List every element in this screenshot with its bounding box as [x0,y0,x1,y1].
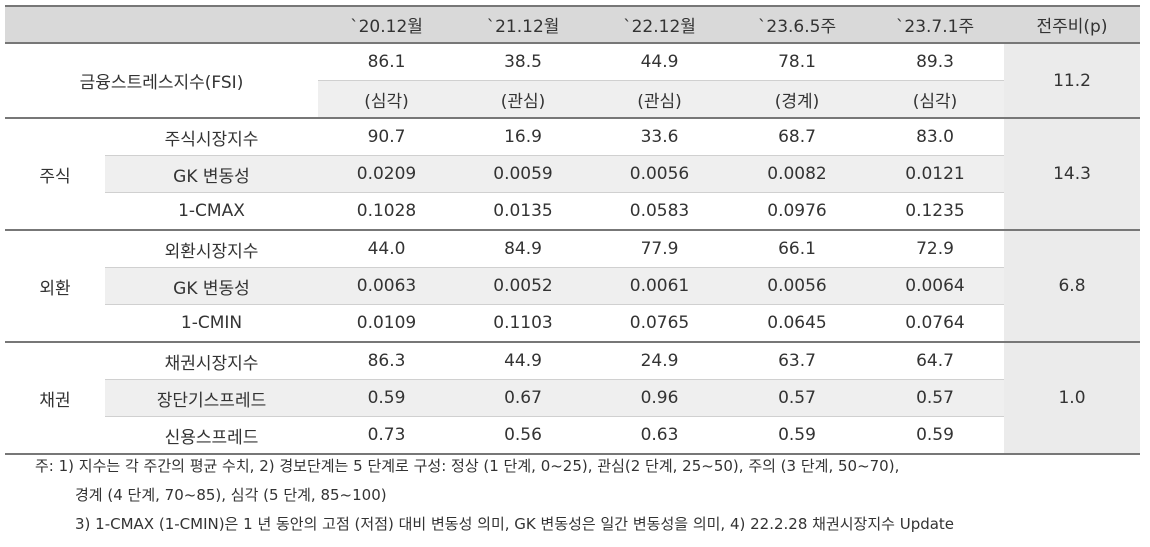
fsi-level: (관심) [455,80,591,118]
row-value: 83.0 [866,117,1004,156]
row-label: 채권시장지수 [105,341,318,380]
fsi-value: 38.5 [455,42,591,81]
header-cell: `22.12월 [591,5,728,44]
data-row: 1-CMIN 0.0109 0.1103 0.0765 0.0645 0.0764 [5,304,1140,342]
fsi-value: 89.3 [866,42,1004,81]
row-label: 외환시장지수 [105,229,318,268]
row-value: 0.1028 [318,192,455,230]
row-value: 0.0765 [591,304,728,342]
row-value: 66.1 [728,229,866,268]
fsi-label: 금융스트레스지수(FSI) [5,42,318,118]
header-cell: `21.12월 [455,5,591,44]
data-row: GK 변동성 0.0063 0.0052 0.0061 0.0056 0.0064 [5,267,1140,305]
row-value: 0.0764 [866,304,1004,342]
row-value: 0.63 [591,416,728,455]
note-line: 3) 1-CMAX (1-CMIN)은 1 년 동안의 고점 (저점) 대비 변… [75,515,955,533]
header-row: `20.12월 `21.12월 `22.12월 `23.6.5주 `23.7.1주 전주비… [5,5,1140,44]
header-cell: `23.7.1주 [866,5,1004,44]
fsi-value: 78.1 [728,42,866,81]
table-wrap: `20.12월 `21.12월 `22.12월 `23.6.5주 `23.7.1주 전주비… [5,5,1140,455]
fsi-value: 86.1 [318,42,455,81]
data-row: 신용스프레드 0.73 0.56 0.63 0.59 0.59 [5,416,1140,455]
row-value: 0.0645 [728,304,866,342]
row-value: 0.0056 [728,267,866,305]
group-change: 6.8 [1004,229,1140,342]
row-value: 0.0209 [318,155,455,193]
header-cell: `20.12월 [318,5,455,44]
row-label: GK 변동성 [105,267,318,305]
row-value: 0.0059 [455,155,591,193]
row-value: 0.0121 [866,155,1004,193]
row-value: 44.9 [455,341,591,380]
row-value: 0.0061 [591,267,728,305]
row-value: 0.0135 [455,192,591,230]
row-value: 0.0064 [866,267,1004,305]
group-change: 1.0 [1004,341,1140,455]
row-value: 0.0976 [728,192,866,230]
row-value: 86.3 [318,341,455,380]
row-label: 1-CMIN [105,304,318,342]
row-value: 0.57 [866,379,1004,417]
row-value: 77.9 [591,229,728,268]
data-row: 주식 주식시장지수 90.7 16.9 33.6 68.7 83.0 14.3 [5,117,1140,230]
row-value: 0.73 [318,416,455,455]
row-value: 0.59 [866,416,1004,455]
fsi-change: 11.2 [1004,42,1140,118]
row-value: 0.1235 [866,192,1004,230]
note-line: 경계 (4 단계, 70~85), 심각 (5 단계, 85~100) [75,486,387,504]
row-label: 신용스프레드 [105,416,318,455]
row-value: 72.9 [866,229,1004,268]
row-value: 64.7 [866,341,1004,380]
row-value: 0.0109 [318,304,455,342]
fsi-table: `20.12월 `21.12월 `22.12월 `23.6.5주 `23.7.1주 전주비… [5,5,1140,455]
row-label: 장단기스프레드 [105,379,318,417]
row-value: 84.9 [455,229,591,268]
fsi-level: (경계) [728,80,866,118]
data-row: 외환 외환시장지수 44.0 84.9 77.9 66.1 72.9 6.8 [5,229,1140,342]
header-cell: 전주비(p) [1004,5,1140,44]
header-cell: `23.6.5주 [728,5,866,44]
row-label: 1-CMAX [105,192,318,230]
row-value: 0.96 [591,379,728,417]
fsi-level: (관심) [591,80,728,118]
header-blank [5,5,318,44]
row-value: 0.0063 [318,267,455,305]
fsi-value: 44.9 [591,42,728,81]
group-name: 채권 [5,341,105,455]
data-row: 1-CMAX 0.1028 0.0135 0.0583 0.0976 0.1235 [5,192,1140,230]
group-change: 14.3 [1004,117,1140,230]
note-line: 주: 1) 지수는 각 주간의 평균 수치, 2) 경보단계는 5 단계로 구성… [35,457,900,475]
group-name: 외환 [5,229,105,342]
row-value: 68.7 [728,117,866,156]
group-name: 주식 [5,117,105,230]
row-value: 0.0082 [728,155,866,193]
data-row: 장단기스프레드 0.59 0.67 0.96 0.57 0.57 [5,379,1140,417]
row-value: 24.9 [591,341,728,380]
row-value: 0.0583 [591,192,728,230]
row-value: 0.0056 [591,155,728,193]
notes: 주: 1) 지수는 각 주간의 평균 수치, 2) 경보단계는 5 단계로 구성… [35,452,954,539]
row-value: 0.0052 [455,267,591,305]
data-row: GK 변동성 0.0209 0.0059 0.0056 0.0082 0.0121 [5,155,1140,193]
row-value: 0.59 [318,379,455,417]
fsi-level: (심각) [866,80,1004,118]
fsi-row: 금융스트레스지수(FSI) 86.1 38.5 44.9 78.1 89.3 11.2 [5,42,1140,118]
row-value: 90.7 [318,117,455,156]
row-value: 0.1103 [455,304,591,342]
row-value: 0.67 [455,379,591,417]
row-value: 16.9 [455,117,591,156]
data-row: 채권 채권시장지수 86.3 44.9 24.9 63.7 64.7 1.0 [5,341,1140,455]
row-label: GK 변동성 [105,155,318,193]
row-value: 44.0 [318,229,455,268]
row-value: 63.7 [728,341,866,380]
row-value: 0.59 [728,416,866,455]
row-value: 0.56 [455,416,591,455]
row-value: 33.6 [591,117,728,156]
row-label: 주식시장지수 [105,117,318,156]
fsi-level-row: (심각) (관심) (관심) (경계) (심각) [5,80,1140,118]
row-value: 0.57 [728,379,866,417]
fsi-level: (심각) [318,80,455,118]
